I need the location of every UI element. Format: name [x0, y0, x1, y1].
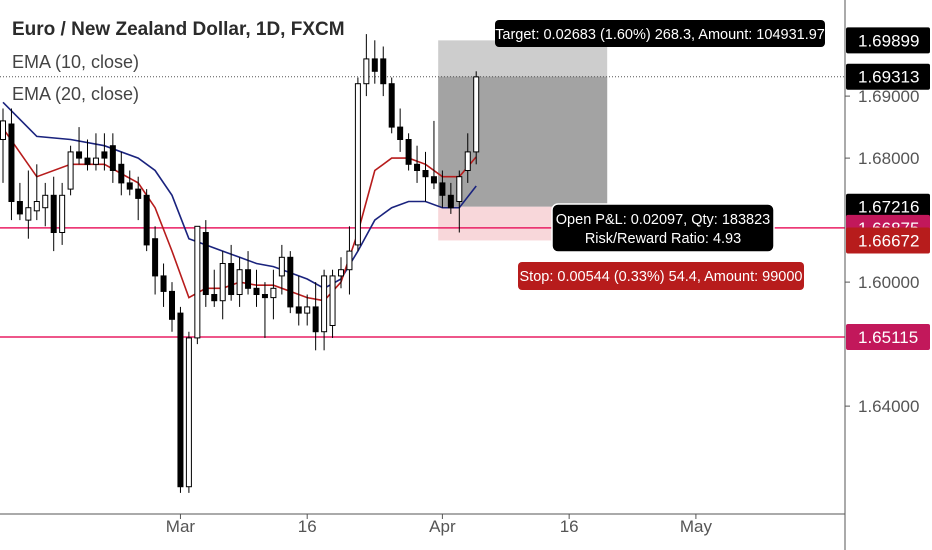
candle-body-26	[211, 294, 218, 302]
candle-body-49	[405, 139, 412, 165]
risk-reward-label: Risk/Reward Ratio: 4.93	[585, 231, 741, 247]
candle-body-19	[152, 238, 159, 277]
ema20-line	[2, 101, 477, 290]
price-label-3: 1.67216	[858, 198, 919, 217]
candle-body-57	[473, 76, 480, 153]
candle-body-44	[363, 58, 370, 85]
candle-body-5	[33, 201, 40, 212]
price-tick-label-4: 1.64000	[858, 397, 919, 416]
candle-body-21	[169, 290, 175, 320]
candle-body-55	[456, 176, 463, 203]
candle-body-7	[50, 194, 57, 234]
candle-body-54	[447, 194, 454, 209]
candle-body-38	[312, 306, 319, 333]
price-tick-label-2: 1.68000	[858, 149, 919, 168]
candle-body-33	[270, 287, 277, 299]
candle-body-6	[42, 194, 49, 209]
candle-body-22	[177, 312, 184, 488]
candle-body-17	[135, 188, 142, 199]
time-label-4: 16	[560, 517, 579, 536]
price-label-1: 1.69899	[858, 31, 919, 50]
candle-body-11	[84, 157, 91, 165]
candle-body-13	[101, 151, 108, 159]
candle-body-14	[109, 145, 116, 172]
candle-body-3	[16, 201, 23, 215]
target-label-bg	[495, 20, 825, 47]
candle-body-30	[245, 269, 252, 289]
candle-body-2	[8, 123, 15, 203]
price-label-bg-5	[846, 227, 930, 254]
pnl-label: Open P&L: 0.02097, Qty: 183823	[556, 212, 770, 228]
candle-body-46	[380, 58, 387, 85]
price-label-bg-3	[846, 193, 930, 220]
open-profit-zone	[438, 76, 608, 207]
candle-body-53	[439, 182, 446, 196]
candle-body-16	[126, 182, 133, 190]
candle-body-41	[338, 269, 344, 277]
candle-body-1	[0, 120, 6, 141]
candle-body-47	[388, 83, 395, 128]
candle-body-32	[261, 294, 268, 299]
candle-body-34	[278, 256, 285, 277]
candle-body-15	[118, 163, 125, 184]
stop-label: Stop: 0.00544 (0.33%) 54.4, Amount: 9900…	[520, 269, 803, 285]
ema20-legend: EMA (20, close)	[12, 84, 140, 104]
candle-body-52	[430, 176, 437, 184]
price-label-bg-6	[846, 323, 930, 350]
candle-body-29	[236, 269, 243, 296]
pnl-box-bg	[551, 203, 775, 253]
candle-body-40	[329, 275, 336, 327]
candle-body-45	[371, 58, 378, 72]
time-label-3: Apr	[429, 517, 456, 536]
candle-body-35	[287, 256, 294, 308]
candle-body-43	[354, 83, 361, 246]
candle-body-25	[202, 232, 209, 296]
time-label-1: Mar	[166, 517, 196, 536]
price-label-bg-1	[846, 27, 930, 54]
candle-body-12	[92, 157, 99, 165]
candle-body-48	[397, 126, 404, 141]
candle-body-28	[228, 263, 235, 296]
ema10-legend: EMA (10, close)	[12, 52, 140, 72]
time-label-5: May	[680, 517, 713, 536]
stop-label-bg	[518, 262, 804, 290]
candle-body-8	[59, 194, 66, 234]
candle-body-51	[422, 170, 429, 178]
target-label: Target: 0.02683 (1.60%) 268.3, Amount: 1…	[495, 27, 825, 43]
candle-body-39	[321, 275, 328, 333]
price-label-6: 1.65115	[858, 328, 918, 347]
candle-body-56	[464, 151, 471, 172]
price-label-bg-2	[846, 63, 930, 90]
candle-body-9	[67, 151, 74, 190]
price-label-5: 1.66672	[858, 231, 919, 250]
candle-body-24	[194, 225, 201, 339]
price-tick-label-1: 1.69000	[858, 87, 919, 106]
candle-body-4	[25, 207, 32, 221]
candle-body-27	[219, 263, 226, 302]
price-label-2: 1.69313	[858, 68, 919, 87]
price-tick-label-3: 1.60000	[858, 273, 919, 292]
candle-body-18	[143, 194, 150, 246]
candle-body-20	[160, 275, 167, 292]
time-label-2: 16	[298, 517, 317, 536]
candle-body-50	[414, 163, 421, 172]
candle-body-31	[253, 287, 260, 296]
candle-body-23	[185, 337, 192, 488]
candle-body-37	[304, 306, 311, 314]
candle-body-36	[295, 306, 302, 314]
candle-body-42	[346, 250, 353, 271]
symbol-title: Euro / New Zealand Dollar, 1D, FXCM	[12, 19, 345, 40]
candle-body-10	[76, 151, 83, 159]
